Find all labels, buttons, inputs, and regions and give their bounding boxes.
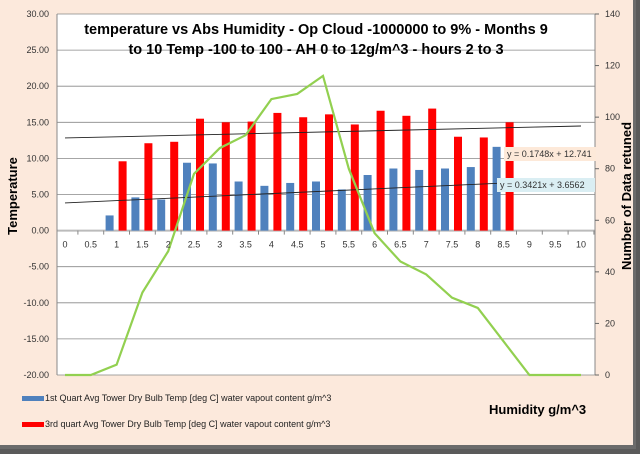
legend-swatch-3rd-quart — [22, 422, 44, 427]
y-tick-label: -15.00 — [23, 334, 49, 344]
bar-1st-quart — [286, 182, 295, 231]
bar-3rd-quart — [221, 122, 230, 231]
bar-3rd-quart — [144, 143, 153, 231]
x-tick-label: 9 — [527, 240, 532, 250]
trendline — [64, 125, 582, 139]
bar-3rd-quart — [505, 122, 514, 231]
x-tick-label: 8.5 — [497, 240, 510, 250]
bar-1st-quart — [105, 215, 114, 231]
y-tick-label: 20.00 — [26, 81, 49, 91]
y-tick-label: 0.00 — [31, 226, 49, 236]
x-axis-title: Humidity g/m^3 — [489, 402, 586, 417]
y2-tick-label: 100 — [605, 112, 620, 122]
x-tick-label: 6.5 — [394, 240, 407, 250]
y2-tick-label: 60 — [605, 215, 615, 225]
x-tick-label: 9.5 — [549, 240, 562, 250]
y-tick-label: -10.00 — [23, 298, 49, 308]
y-tick-label: 25.00 — [26, 45, 49, 55]
trendline-equation: y = 0.1748x + 12.741 — [507, 149, 592, 159]
bar-3rd-quart — [350, 124, 359, 231]
bar-3rd-quart — [325, 114, 333, 231]
y2-tick-label: 80 — [605, 164, 615, 174]
bar-1st-quart — [389, 168, 398, 231]
y-tick-label: 10.00 — [26, 153, 49, 163]
x-tick-label: 5.5 — [343, 240, 356, 250]
bar-3rd-quart — [428, 108, 437, 231]
bar-1st-quart — [260, 185, 269, 231]
y2-tick-label: 0 — [605, 370, 610, 380]
bar-1st-quart — [466, 167, 475, 231]
data-count-line — [65, 74, 581, 377]
y-tick-label: -20.00 — [23, 370, 49, 380]
bar-3rd-quart — [247, 121, 256, 231]
y2-tick-label: 120 — [605, 61, 620, 71]
x-tick-label: 4.5 — [291, 240, 304, 250]
x-tick-label: 6 — [372, 240, 377, 250]
x-tick-label: 4 — [269, 240, 274, 250]
legend-swatch-1st-quart — [22, 396, 44, 401]
x-tick-label: 3 — [217, 240, 222, 250]
y-tick-label: 30.00 — [26, 9, 49, 19]
x-tick-label: 0.5 — [85, 240, 98, 250]
y-tick-label: -5.00 — [28, 262, 49, 272]
y2-axis-title: Number of Data retuned — [619, 122, 634, 270]
y-axis-title: Temperature — [5, 157, 20, 235]
x-tick-label: 1.5 — [136, 240, 149, 250]
legend-label-1st-quart: 1st Quart Avg Tower Dry Bulb Temp [deg C… — [45, 393, 331, 403]
bar-3rd-quart — [376, 110, 385, 231]
x-tick-label: 8 — [475, 240, 480, 250]
bar-1st-quart — [415, 169, 424, 231]
x-tick-label: 3.5 — [239, 240, 252, 250]
chart-title-line-2: to 10 Temp -100 to 100 - AH 0 to 12g/m^3… — [128, 42, 503, 58]
bar-1st-quart — [234, 181, 243, 231]
x-tick-label: 0 — [62, 240, 67, 250]
bar-3rd-quart — [196, 118, 204, 231]
bar-3rd-quart — [299, 117, 308, 231]
y-tick-label: 5.00 — [31, 190, 49, 200]
bar-3rd-quart — [170, 141, 179, 231]
bar-1st-quart — [208, 163, 217, 231]
trendline-equation-box — [497, 178, 595, 192]
legend-label-3rd-quart: 3rd quart Avg Tower Dry Bulb Temp [deg C… — [45, 419, 330, 429]
x-tick-label: 5 — [320, 240, 325, 250]
bar-3rd-quart — [273, 112, 282, 231]
x-tick-label: 1 — [114, 240, 119, 250]
y2-tick-label: 20 — [605, 318, 615, 328]
bar-1st-quart — [157, 199, 166, 231]
bar-3rd-quart — [402, 115, 411, 231]
chart-title-line-1: temperature vs Abs Humidity - Op Cloud -… — [84, 22, 548, 38]
y-tick-label: 15.00 — [26, 117, 49, 127]
x-tick-label: 7 — [424, 240, 429, 250]
y2-tick-label: 140 — [605, 9, 620, 19]
trendline — [64, 179, 582, 204]
bar-1st-quart — [441, 168, 449, 231]
bar-1st-quart — [492, 146, 501, 231]
y2-tick-label: 40 — [605, 267, 615, 277]
bar-1st-quart — [312, 181, 320, 231]
x-tick-label: 2.5 — [188, 240, 201, 250]
trendline-equation: y = 0.3421x + 3.6562 — [500, 180, 585, 190]
bar-3rd-quart — [118, 161, 127, 231]
x-tick-label: 7.5 — [446, 240, 459, 250]
bar-1st-quart — [363, 175, 372, 231]
bar-1st-quart — [131, 197, 140, 231]
trendline-equation-box — [504, 147, 596, 161]
x-tick-label: 10 — [576, 240, 586, 250]
bar-3rd-quart — [454, 136, 462, 231]
x-tick-label: 2 — [166, 240, 171, 250]
bar-1st-quart — [337, 189, 346, 231]
